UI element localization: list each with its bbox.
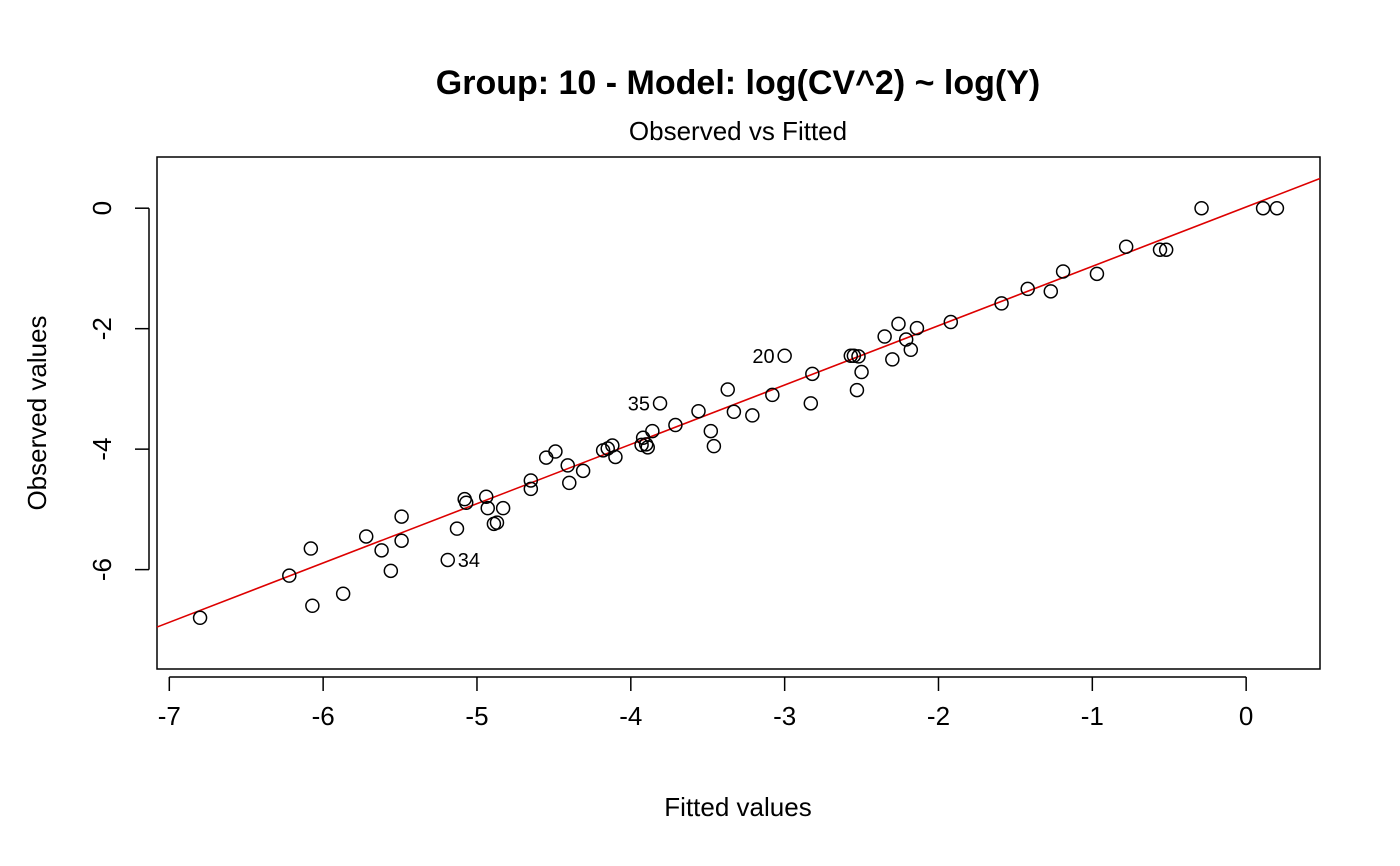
y-tick-label: -4 (87, 438, 117, 461)
x-tick-label: -2 (927, 701, 950, 731)
data-point (691, 403, 706, 419)
data-point (1152, 242, 1168, 258)
data-point (480, 500, 495, 516)
data-point (1269, 200, 1285, 216)
data-point (1020, 281, 1035, 297)
x-tick-label: -4 (619, 701, 642, 731)
data-point (1194, 200, 1209, 216)
data-point (192, 610, 208, 626)
x-tick-label: -7 (158, 701, 181, 731)
data-point (1055, 264, 1071, 279)
x-tick-label: -1 (1081, 701, 1104, 731)
data-point (877, 329, 892, 344)
data-point (562, 475, 577, 491)
data-point (575, 463, 591, 479)
data-point (745, 408, 760, 423)
data-point (994, 296, 1009, 311)
data-point (891, 316, 906, 332)
data-point (458, 495, 474, 511)
fit-line (156, 177, 1321, 628)
data-point (777, 348, 792, 364)
chart-subtitle: Observed vs Fitted (629, 116, 847, 146)
data-point (720, 382, 735, 397)
point-label: 34 (458, 550, 480, 572)
x-tick-label: -5 (465, 701, 488, 731)
data-point (903, 342, 919, 358)
data-point (1089, 266, 1105, 282)
x-tick-label: -6 (312, 701, 335, 731)
data-point (548, 444, 563, 459)
data-point (652, 396, 668, 411)
data-point (383, 563, 399, 579)
data-point (909, 320, 925, 336)
x-axis-label: Fitted values (664, 792, 811, 822)
data-point (849, 382, 865, 398)
data-point (1158, 242, 1174, 258)
points-layer (192, 200, 1285, 626)
data-point (335, 586, 351, 601)
y-tick-label: -2 (87, 317, 117, 340)
data-point (765, 387, 780, 403)
data-point (282, 568, 297, 583)
y-axis: -6 -4 -2 0 (87, 201, 150, 581)
data-point (943, 314, 959, 330)
data-point (668, 417, 683, 433)
data-point (645, 423, 660, 439)
point-label: 35 (628, 393, 650, 415)
data-point (358, 529, 374, 544)
data-point (703, 423, 719, 439)
x-axis: -7 -6 -5 -4 -3 -2 -1 0 (158, 676, 1253, 731)
data-point (538, 450, 554, 465)
data-point (1043, 284, 1059, 299)
data-point (478, 489, 494, 504)
point-labels-layer: 20 35 34 (458, 346, 775, 572)
data-point (608, 449, 623, 465)
data-point (640, 440, 655, 455)
data-point (560, 458, 575, 473)
data-point (523, 481, 539, 497)
data-point (846, 348, 862, 364)
point-label: 20 (752, 346, 774, 368)
data-point (374, 543, 389, 558)
data-point (394, 509, 409, 524)
data-point (885, 352, 900, 367)
data-point (1255, 200, 1271, 216)
y-tick-label: 0 (87, 201, 117, 215)
data-point (805, 366, 820, 382)
data-point (706, 438, 722, 454)
fit-line-layer (156, 177, 1321, 628)
data-point (440, 552, 455, 568)
chart-title: Group: 10 - Model: log(CV^2) ~ log(Y) (436, 64, 1040, 102)
y-tick-label: -6 (87, 558, 117, 581)
x-tick-label: 0 (1239, 701, 1253, 731)
data-point (489, 515, 505, 530)
data-point (449, 521, 465, 536)
data-point (854, 364, 869, 380)
y-axis-label: Observed values (22, 315, 52, 510)
data-point (394, 533, 409, 548)
data-point (303, 541, 319, 556)
data-point (803, 396, 819, 411)
data-point (495, 500, 511, 516)
data-point (1118, 239, 1134, 255)
data-point (726, 404, 742, 420)
data-point (523, 473, 539, 488)
data-point (851, 349, 866, 364)
x-tick-label: -3 (773, 701, 796, 731)
data-point (634, 437, 649, 453)
plot-frame (156, 156, 1321, 670)
data-point (305, 598, 320, 614)
